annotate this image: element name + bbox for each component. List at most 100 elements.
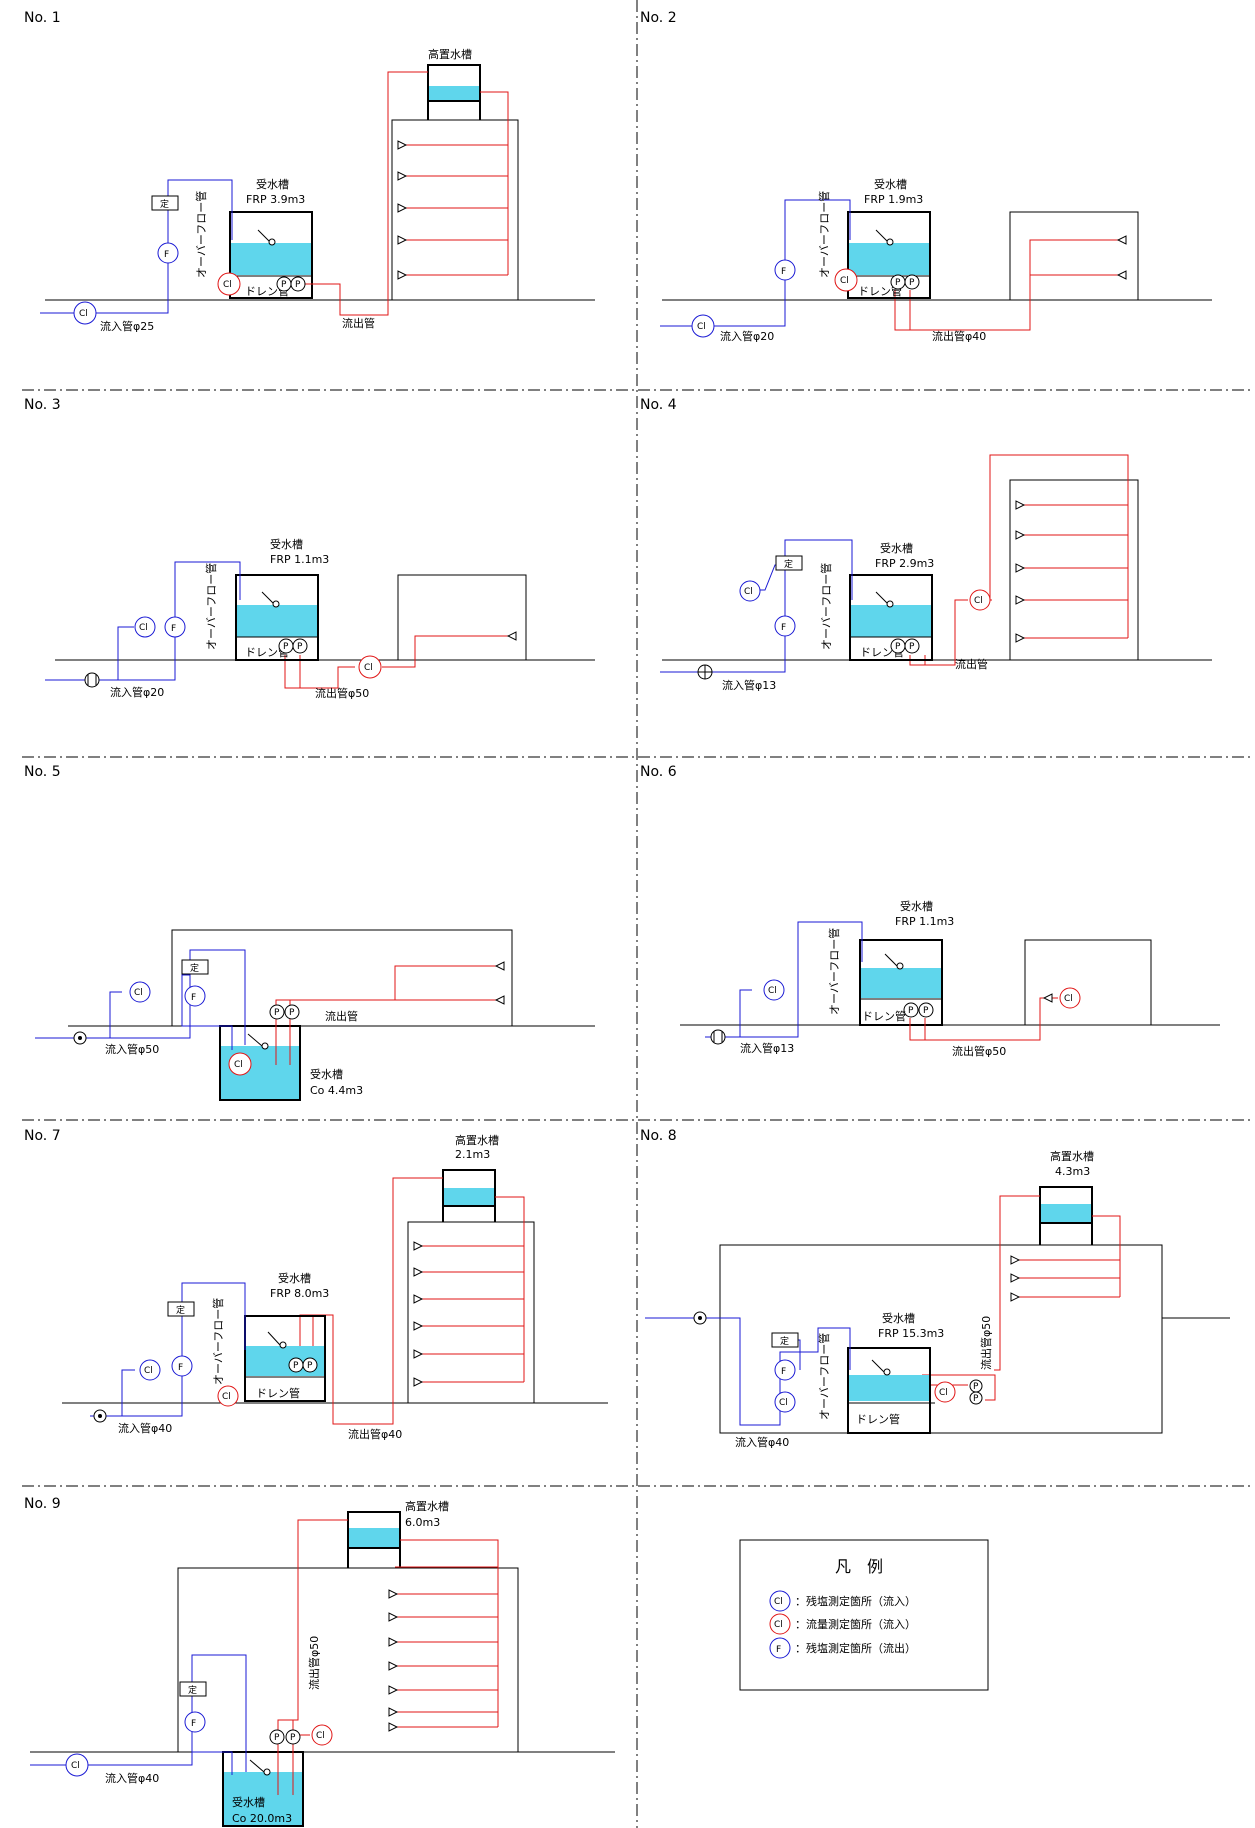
legend-item: Cl ：流量測定箇所（流入） xyxy=(769,1613,916,1635)
chlorine-symbol: Cl xyxy=(139,623,148,633)
pump-symbol: P xyxy=(908,1006,914,1016)
panel-3: No. 3 Cl 受水槽 FRP 1.1m3 Cl F 流入管φ20 オーバーフ… xyxy=(24,397,595,700)
panel-title: No. 4 xyxy=(640,397,677,413)
chlorine-symbol-red: Cl xyxy=(223,280,232,290)
elevated-tank-label: 高置水槽 xyxy=(405,1499,449,1513)
tank-label: 受水槽 xyxy=(278,1272,311,1285)
tank-spec: FRP 1.1m3 xyxy=(270,553,329,566)
tank-label: 受水槽 xyxy=(880,542,913,555)
chlorine-symbol-red: Cl xyxy=(234,1060,243,1070)
meter-symbol: 定 xyxy=(190,962,199,974)
tank-spec: Co 4.4m3 xyxy=(310,1084,363,1097)
outflow-label: 流出管φ50 xyxy=(979,1316,993,1370)
flow-symbol: F xyxy=(781,623,786,633)
panel-5: No. 5 受水槽 Co 4.4m3 P P 流出管 定 F xyxy=(24,764,595,1101)
outflow-label: 流出管 xyxy=(342,316,375,330)
panel-9: No. 9 高置水槽 6.0m3 受水槽 Co 20.0m3 xyxy=(24,1496,615,1827)
inflow-label: 流入管φ20 xyxy=(720,329,774,343)
tank-label: 受水槽 xyxy=(900,900,933,913)
panel-title: No. 8 xyxy=(640,1128,677,1144)
inflow-label: 流入管φ40 xyxy=(118,1421,172,1435)
pump-symbol: P xyxy=(289,1008,295,1018)
pump-symbol: P xyxy=(973,1394,979,1404)
tank-spec: FRP 3.9m3 xyxy=(246,193,305,206)
legend-symbol: Cl xyxy=(774,1620,783,1630)
tank-spec: FRP 8.0m3 xyxy=(270,1287,329,1300)
legend-text: ：流量測定箇所（流入） xyxy=(795,1617,916,1631)
pump-symbol: P xyxy=(895,642,901,652)
tank-spec: FRP 1.9m3 xyxy=(864,193,923,206)
meter-symbol: 定 xyxy=(176,1304,185,1316)
tank-label: 受水槽 xyxy=(882,1312,915,1325)
flow-symbol: F xyxy=(191,993,196,1003)
outflow-label: 流出管 xyxy=(955,657,988,671)
overflow-label: オーバーフロー管 xyxy=(827,928,841,1015)
panel-title: No. 2 xyxy=(640,10,677,26)
chlorine-symbol: Cl xyxy=(768,986,777,996)
pump-symbol: P xyxy=(295,280,301,290)
pump-symbol: P xyxy=(895,278,901,288)
outflow-label: 流出管φ40 xyxy=(348,1427,402,1441)
outflow-label: 流出管φ40 xyxy=(932,329,986,343)
legend-symbol: F xyxy=(776,1645,781,1655)
legend-item: F ：残塩測定箇所（流出） xyxy=(769,1637,916,1659)
tank-label: 受水槽 xyxy=(232,1796,265,1809)
chlorine-symbol: Cl xyxy=(144,1366,153,1376)
outflow-label: 流出管 xyxy=(325,1009,358,1023)
pump-symbol: P xyxy=(923,1006,929,1016)
panel-title: No. 9 xyxy=(24,1496,61,1512)
chlorine-symbol-red: Cl xyxy=(316,1731,325,1741)
inflow-label: 流入管φ13 xyxy=(740,1041,794,1055)
drain-label: ドレン管 xyxy=(862,1009,906,1023)
drain-label: ドレン管 xyxy=(245,645,289,659)
outflow-label: 流出管φ50 xyxy=(315,686,369,700)
inflow-label: 流入管φ50 xyxy=(105,1042,159,1056)
grid-dividers xyxy=(22,0,1250,1828)
chlorine-symbol: Cl xyxy=(79,309,88,319)
tank-spec: FRP 1.1m3 xyxy=(895,915,954,928)
tank-label: 受水槽 xyxy=(874,178,907,191)
pump-symbol: P xyxy=(909,278,915,288)
panel-title: No. 3 xyxy=(24,397,61,413)
legend-symbol: Cl xyxy=(774,1597,783,1607)
panel-8: No. 8 高置水槽 4.3m3 P P Cl 流出管φ50 xyxy=(640,1128,1230,1449)
flow-symbol: F xyxy=(781,1367,786,1377)
elevated-tank-label: 高置水槽 xyxy=(428,47,472,61)
inflow-label: 流入管φ20 xyxy=(110,685,164,699)
outflow-label: 流出管φ50 xyxy=(952,1044,1006,1058)
tank-label: 受水槽 xyxy=(256,178,289,191)
elevated-tank-label: 高置水槽 xyxy=(1050,1149,1094,1163)
panel-7: No. 7 高置水槽 2.1m3 受 xyxy=(24,1128,608,1441)
tank-label: 受水槽 xyxy=(270,538,303,551)
chlorine-symbol-red: Cl xyxy=(364,663,373,673)
tank-label: 受水槽 xyxy=(310,1068,343,1081)
elevated-tank-label: 高置水槽 xyxy=(455,1133,499,1147)
pump-symbol: P xyxy=(274,1733,280,1743)
meter-symbol: 定 xyxy=(160,198,169,210)
flow-symbol: F xyxy=(171,624,176,634)
panel-2: No. 2 受水槽 FRP 1.9m3 F Cl 流入管φ20 Cl オーバーフ… xyxy=(640,10,1212,343)
legend-text: ：残塩測定箇所（流出） xyxy=(795,1641,916,1655)
pump-symbol: P xyxy=(973,1382,979,1392)
drain-label: ドレン管 xyxy=(856,1412,900,1426)
panel-title: No. 7 xyxy=(24,1128,61,1144)
pump-symbol: P xyxy=(274,1008,280,1018)
drain-label: ドレン管 xyxy=(858,284,902,298)
overflow-label: オーバーフロー管 xyxy=(817,191,831,278)
tank-spec: FRP 15.3m3 xyxy=(878,1327,944,1340)
chlorine-symbol-red: Cl xyxy=(1064,994,1073,1004)
inflow-label: 流入管φ13 xyxy=(722,678,776,692)
chlorine-symbol: Cl xyxy=(134,988,143,998)
flow-symbol: F xyxy=(178,1363,183,1373)
outflow-label: 流出管φ50 xyxy=(307,1636,321,1690)
elevated-tank-spec: 6.0m3 xyxy=(405,1516,440,1529)
meter-symbol: 定 xyxy=(780,1335,789,1347)
flow-symbol: F xyxy=(191,1719,196,1729)
legend-title: 凡 例 xyxy=(835,1557,883,1576)
elevated-tank-spec: 4.3m3 xyxy=(1055,1165,1090,1178)
flow-symbol: F xyxy=(164,250,169,260)
panel-1: No. 1 高置水槽 受水槽 FRP xyxy=(24,10,595,333)
tank-spec: FRP 2.9m3 xyxy=(875,557,934,570)
legend-text: ：残塩測定箇所（流入） xyxy=(795,1594,916,1608)
